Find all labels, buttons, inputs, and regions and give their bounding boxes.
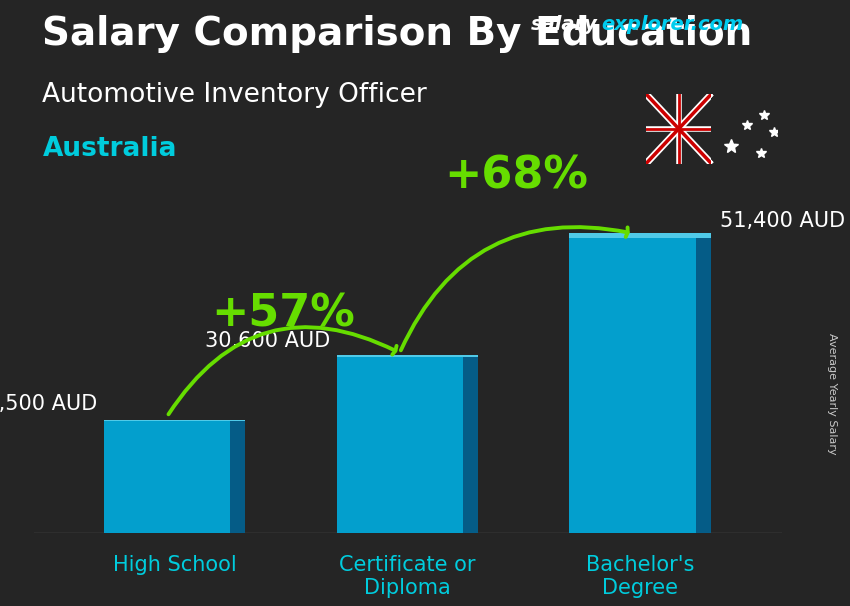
- Text: Australia: Australia: [42, 136, 177, 162]
- Bar: [104, 421, 230, 533]
- Text: Salary Comparison By Education: Salary Comparison By Education: [42, 15, 753, 53]
- Text: +57%: +57%: [212, 292, 355, 335]
- Bar: [230, 421, 245, 533]
- Text: Automotive Inventory Officer: Automotive Inventory Officer: [42, 82, 428, 108]
- Text: 19,500 AUD: 19,500 AUD: [0, 395, 97, 415]
- Text: 51,400 AUD: 51,400 AUD: [721, 211, 846, 231]
- Bar: [337, 355, 478, 358]
- Bar: [570, 238, 695, 533]
- Bar: [104, 419, 245, 421]
- Bar: [570, 233, 711, 238]
- Text: Bachelor's
Degree: Bachelor's Degree: [586, 555, 694, 598]
- Text: High School: High School: [112, 555, 236, 575]
- Text: Certificate or
Diploma: Certificate or Diploma: [339, 555, 475, 598]
- Text: salary: salary: [531, 15, 598, 34]
- Text: Average Yearly Salary: Average Yearly Salary: [827, 333, 837, 454]
- Bar: [463, 358, 478, 533]
- Bar: [337, 358, 463, 533]
- Text: +68%: +68%: [444, 155, 588, 198]
- Text: explorer.com: explorer.com: [601, 15, 743, 34]
- Text: 30,600 AUD: 30,600 AUD: [205, 330, 330, 350]
- Bar: [695, 238, 711, 533]
